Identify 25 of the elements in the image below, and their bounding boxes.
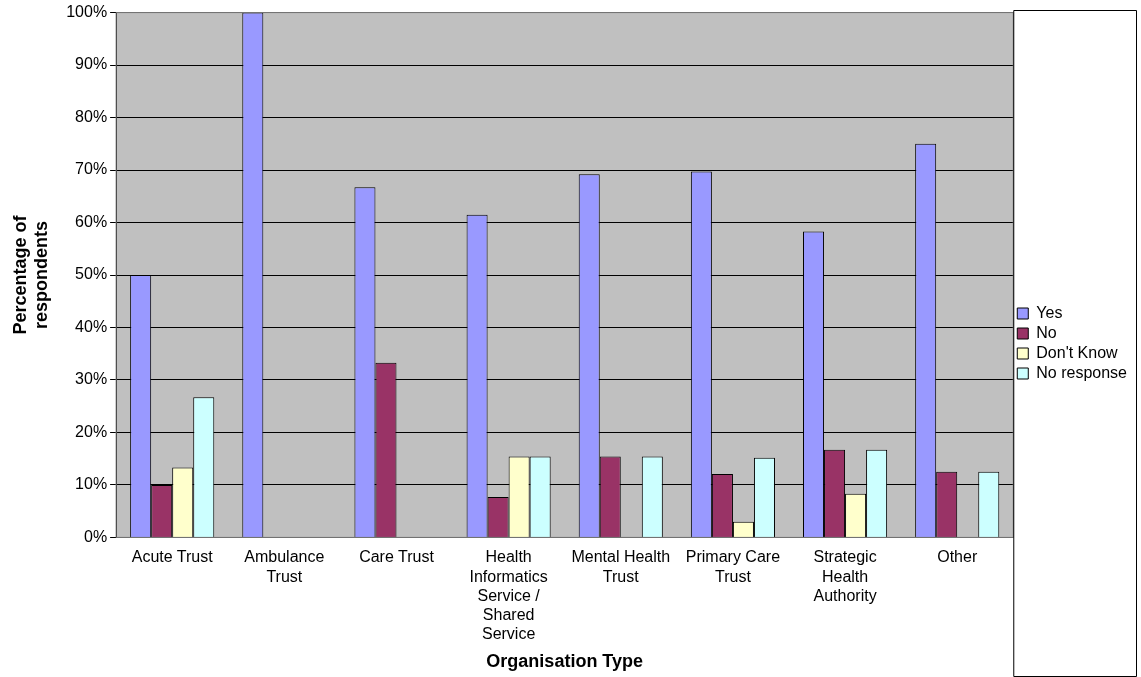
- y-tick-label: 10%: [75, 475, 108, 493]
- x-tick-label: Acute Trust: [131, 548, 214, 566]
- x-tick-label: Health Informatics Service / Shared Service: [469, 548, 548, 643]
- x-tick-label: Strategic Health Authority: [813, 548, 877, 604]
- legend-label: Yes: [1036, 303, 1063, 321]
- y-tick-label: 70%: [75, 160, 108, 178]
- y-tick-label: 60%: [75, 212, 108, 230]
- y-tick-label: 80%: [75, 107, 108, 125]
- y-tick-label: 100%: [66, 3, 108, 21]
- y-tick-label: 0%: [84, 527, 108, 545]
- x-axis-title: Organisation Type: [486, 651, 644, 672]
- x-tick-label: Mental Health Trust: [571, 548, 671, 585]
- y-tick-label: 50%: [75, 265, 108, 283]
- x-tick-label: Primary Care Trust: [685, 548, 781, 585]
- y-tick-label: 30%: [75, 370, 108, 388]
- x-tick-label: Care Trust: [359, 548, 435, 566]
- x-tick-label: Other: [937, 548, 978, 566]
- legend-label: No response: [1036, 363, 1128, 381]
- y-tick-label: 90%: [75, 55, 108, 73]
- x-tick-label: Ambulance Trust: [244, 548, 325, 585]
- legend-label: No: [1036, 323, 1057, 341]
- y-axis-title: Percentage of respondents: [9, 214, 52, 335]
- y-tick-label: 20%: [75, 422, 108, 440]
- legend-label: Don't Know: [1036, 343, 1119, 361]
- y-tick-label: 40%: [75, 317, 108, 335]
